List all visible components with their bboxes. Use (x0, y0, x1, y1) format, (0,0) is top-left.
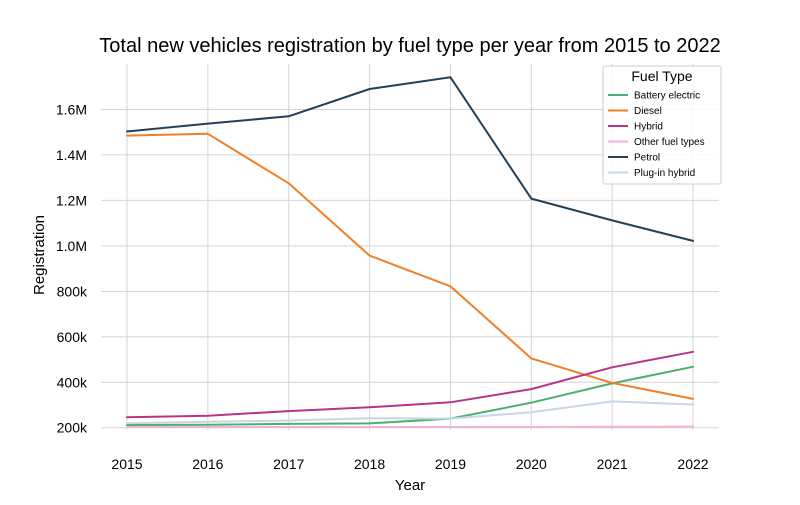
y-tick-label: 1.0M (56, 238, 87, 254)
y-tick-label: 200k (57, 420, 88, 436)
legend: Fuel Type Battery electric Diesel Hybrid Ot… (603, 66, 721, 184)
x-tick-label: 2017 (273, 456, 304, 472)
x-tick-label: 2016 (192, 456, 223, 472)
y-tick-label: 1.4M (56, 147, 87, 163)
x-tick-label: 2019 (435, 456, 466, 472)
x-tick-label: 2020 (516, 456, 547, 472)
y-tick-label: 1.6M (56, 101, 87, 117)
legend-title: Fuel Type (631, 68, 692, 84)
x-axis-ticks: 2015 2016 2017 2018 2019 2020 2021 2022 (111, 456, 708, 472)
legend-label-other-fuel-types: Other fuel types (634, 137, 705, 148)
y-axis-label: Registration (31, 215, 48, 295)
legend-label-hybrid: Hybrid (634, 122, 663, 133)
legend-label-battery-electric: Battery electric (634, 91, 700, 102)
x-axis-label: Year (395, 477, 425, 494)
y-tick-label: 1.2M (56, 192, 87, 208)
legend-label-petrol: Petrol (634, 153, 660, 164)
legend-label-diesel: Diesel (634, 106, 662, 117)
y-tick-label: 400k (57, 374, 88, 390)
y-tick-label: 600k (57, 329, 88, 345)
x-tick-label: 2022 (677, 456, 708, 472)
y-tick-label: 800k (57, 283, 88, 299)
chart-title: Total new vehicles registration by fuel … (99, 35, 720, 57)
x-tick-label: 2015 (111, 456, 142, 472)
y-axis-ticks: 200k 400k 600k 800k 1.0M 1.2M 1.4M 1.6M (56, 101, 88, 435)
x-tick-label: 2021 (597, 456, 628, 472)
x-tick-label: 2018 (354, 456, 385, 472)
legend-label-plug-in-hybrid: Plug-in hybrid (634, 168, 695, 179)
